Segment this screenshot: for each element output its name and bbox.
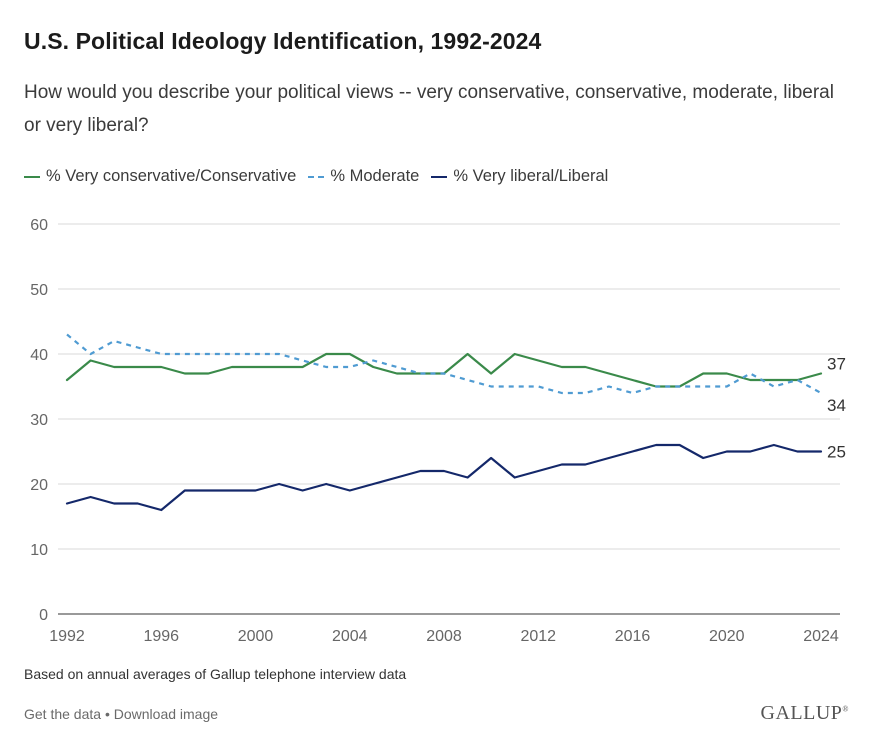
get-data-link[interactable]: Get the data [24, 706, 102, 722]
x-tick-label: 1992 [49, 628, 85, 645]
y-tick-label: 30 [30, 412, 48, 429]
x-tick-label: 2024 [803, 628, 839, 645]
series-line-2 [65, 443, 823, 512]
download-image-link[interactable]: Download image [113, 706, 219, 722]
series-line-0 [65, 352, 823, 388]
legend-item: % Very conservative/Conservative [24, 167, 296, 186]
legend-swatch [308, 175, 325, 178]
legend-label: % Moderate [330, 167, 420, 185]
gallup-logo-text: GALLUP [760, 702, 843, 724]
source-note: Based on annual averages of Gallup telep… [24, 666, 407, 682]
end-value-label: 25 [827, 443, 846, 462]
y-tick-label: 0 [39, 607, 48, 624]
legend-swatch [24, 175, 40, 178]
x-tick-label: 2008 [426, 628, 462, 645]
line-chart: 0 10 20 30 40 50 60 1992 1996 2000 2004 2008 2012 201… [30, 217, 846, 645]
x-tick-label: 2020 [709, 628, 745, 645]
x-tick-label: 2012 [520, 628, 556, 645]
gallup-logo: GALLUP® [761, 702, 849, 725]
y-tick-label: 40 [30, 347, 48, 364]
footer-separator: • [104, 706, 110, 722]
footer-links: Get the data • Download image [24, 706, 218, 722]
y-tick-label: 60 [30, 217, 48, 234]
registered-mark: ® [842, 704, 849, 714]
chart-title: U.S. Political Ideology Identification, … [24, 28, 542, 54]
x-tick-label: 1996 [143, 628, 179, 645]
x-tick-label: 2004 [332, 628, 368, 645]
legend-label: % Very liberal/Liberal [453, 167, 609, 185]
legend-item: % Moderate [308, 167, 419, 186]
x-tick-label: 2016 [615, 628, 651, 645]
end-value-label: 34 [827, 396, 846, 415]
end-value-label: 37 [827, 355, 846, 374]
chart-subtitle: How would you describe your political vi… [24, 82, 834, 136]
x-tick-label: 2000 [238, 628, 274, 645]
chart-legend: % Very conservative/Conservative % Modera… [24, 167, 608, 186]
y-tick-label: 10 [30, 542, 48, 559]
y-tick-label: 20 [30, 477, 48, 494]
y-tick-label: 50 [30, 282, 48, 299]
legend-label: % Very conservative/Conservative [46, 167, 297, 185]
legend-item: % Very liberal/Liberal [431, 167, 608, 186]
legend-swatch [431, 175, 448, 178]
series-line-1 [66, 333, 822, 395]
